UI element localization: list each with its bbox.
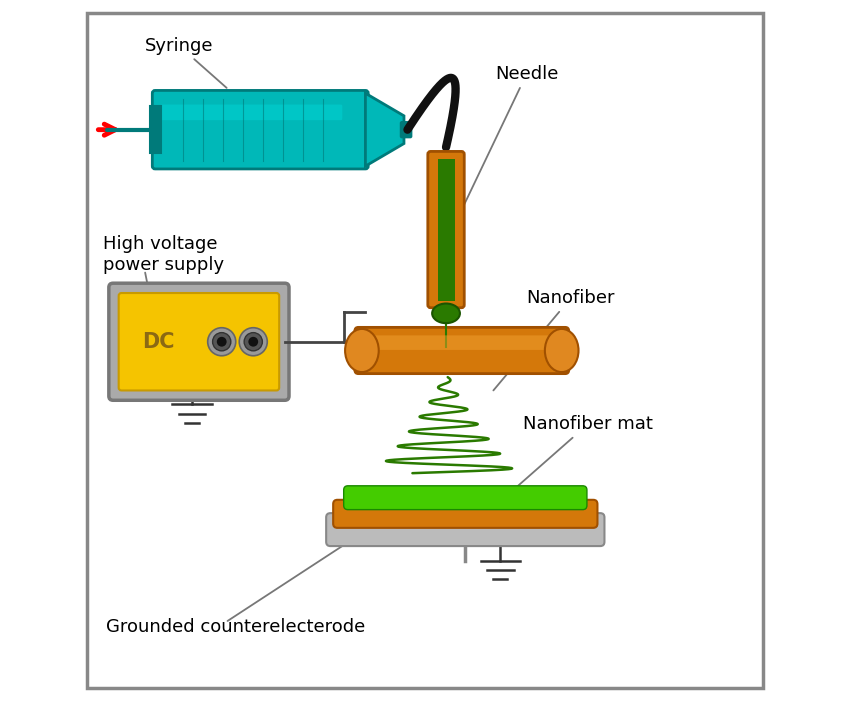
FancyBboxPatch shape bbox=[152, 90, 368, 169]
FancyBboxPatch shape bbox=[326, 513, 604, 546]
Circle shape bbox=[244, 333, 263, 350]
FancyBboxPatch shape bbox=[343, 486, 587, 510]
Circle shape bbox=[248, 337, 258, 346]
Text: Grounded counterelecterode: Grounded counterelecterode bbox=[106, 618, 366, 637]
FancyBboxPatch shape bbox=[119, 293, 279, 390]
FancyBboxPatch shape bbox=[357, 335, 567, 350]
FancyBboxPatch shape bbox=[87, 13, 763, 688]
Text: Nanofiber: Nanofiber bbox=[493, 289, 615, 390]
Text: High voltage: High voltage bbox=[103, 235, 217, 253]
FancyBboxPatch shape bbox=[161, 104, 343, 120]
FancyBboxPatch shape bbox=[428, 151, 464, 308]
Circle shape bbox=[207, 328, 235, 355]
FancyBboxPatch shape bbox=[333, 500, 598, 528]
Text: DC: DC bbox=[142, 332, 175, 352]
Circle shape bbox=[239, 328, 267, 355]
FancyBboxPatch shape bbox=[438, 159, 455, 301]
FancyBboxPatch shape bbox=[355, 327, 569, 374]
Text: Nanofiber mat: Nanofiber mat bbox=[504, 415, 653, 498]
Ellipse shape bbox=[432, 304, 460, 323]
FancyBboxPatch shape bbox=[400, 122, 411, 137]
Text: power supply: power supply bbox=[103, 256, 224, 274]
Text: Syringe: Syringe bbox=[144, 36, 227, 88]
Ellipse shape bbox=[545, 329, 579, 372]
Circle shape bbox=[217, 337, 227, 346]
Ellipse shape bbox=[345, 329, 379, 372]
FancyBboxPatch shape bbox=[150, 107, 161, 153]
Text: Needle: Needle bbox=[462, 64, 558, 207]
FancyBboxPatch shape bbox=[109, 283, 289, 400]
Polygon shape bbox=[366, 93, 404, 166]
Circle shape bbox=[212, 333, 231, 350]
